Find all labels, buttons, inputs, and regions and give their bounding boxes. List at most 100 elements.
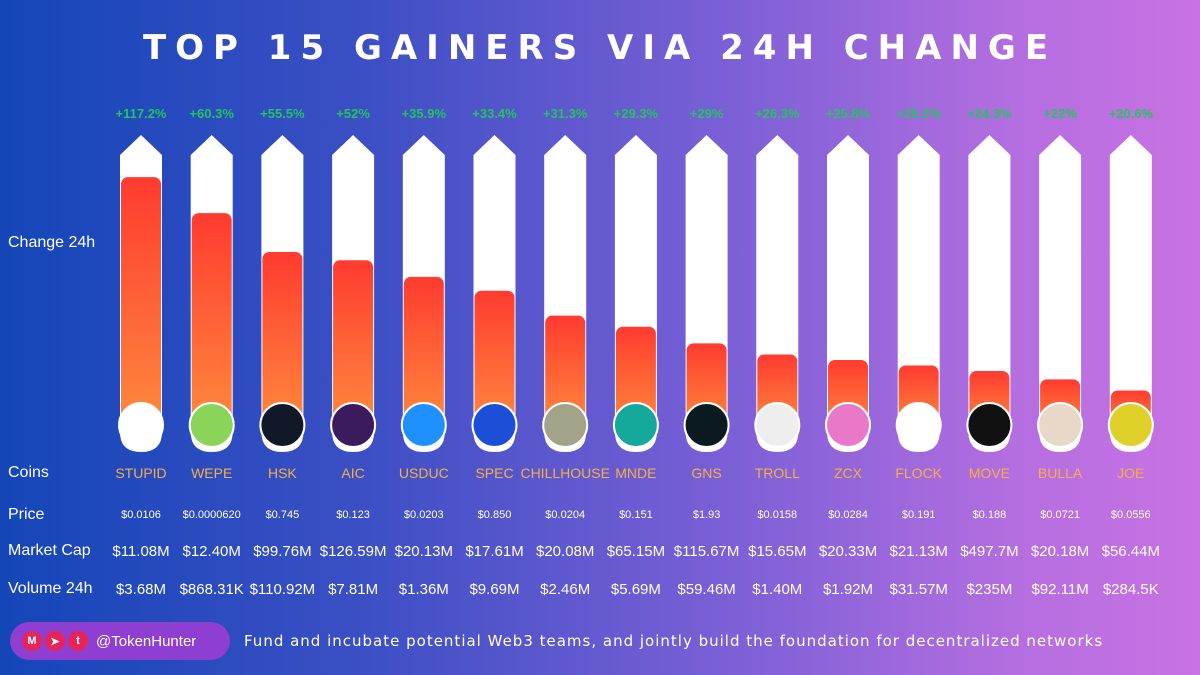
market-cap-value: $56.44M [1101, 543, 1160, 560]
coin-name: JOE [1117, 465, 1145, 481]
coin-name: STUPID [115, 465, 167, 481]
bar-mnde [615, 326, 656, 430]
volume-value: $7.81M [328, 581, 379, 598]
price-value: $0.188 [972, 509, 1007, 521]
coin-name: HSK [267, 465, 297, 481]
coin-name: GNS [691, 465, 722, 481]
mnde-icon [612, 402, 659, 448]
zcx-cloud-icon [825, 402, 871, 448]
price-value: $0.191 [901, 509, 936, 521]
joe-icon [1107, 402, 1154, 448]
move-icon [966, 402, 1013, 448]
change-label: +117.2% [115, 106, 167, 121]
change-label: +31.3% [542, 106, 588, 121]
price-value: $0.0106 [121, 509, 161, 521]
coin-name: BULLA [1037, 465, 1083, 481]
chillhouse-icon [542, 402, 589, 448]
coin-name: WEPE [191, 465, 233, 481]
bulla-face-icon [1037, 402, 1084, 448]
volume-value: $92.11M [1031, 581, 1089, 598]
market-cap-value: $20.08M [536, 543, 595, 560]
bar-wepe [191, 213, 232, 430]
bar-chillhouse [545, 315, 586, 430]
bar-hsk [262, 251, 303, 430]
price-value: $0.0284 [828, 509, 868, 521]
price-value: $0.0000620 [182, 509, 241, 521]
row-label-volume: Volume 24h [8, 580, 93, 597]
bar-stupid [121, 177, 161, 430]
usduc-icon [400, 402, 447, 448]
change-label: +25.2% [896, 106, 941, 121]
row-label-market-cap: Market Cap [8, 542, 91, 559]
market-cap-value: $17.61M [465, 543, 524, 560]
wepe-frog-icon [188, 402, 235, 448]
volume-value: $1.92M [822, 581, 874, 598]
bar-usduc [403, 276, 444, 430]
volume-value: $235M [966, 581, 1013, 598]
coin-name: ZCX [834, 465, 862, 481]
telegram-icon[interactable]: ➤ [45, 631, 65, 651]
bar-aic [333, 260, 374, 430]
social-handle[interactable]: @TokenHunter [96, 632, 197, 650]
price-value: $0.0204 [545, 509, 586, 521]
price-value: $1.93 [692, 509, 721, 521]
change-label: +33.4% [472, 106, 517, 121]
price-value: $0.0158 [757, 509, 798, 521]
price-value: $0.151 [619, 509, 653, 521]
volume-value: $9.69M [469, 581, 520, 598]
market-cap-value: $20.18M [1030, 543, 1090, 560]
market-cap-value: $15.65M [748, 543, 807, 560]
volume-value: $868.31K [179, 581, 244, 598]
change-label: +22% [1043, 106, 1077, 121]
change-label: +24.3% [967, 106, 1012, 121]
change-label: +35.9% [401, 106, 447, 121]
hsk-icon [259, 402, 306, 448]
change-label: +55.5% [260, 106, 305, 121]
flock-icon [895, 402, 942, 448]
price-value: $0.0721 [1040, 509, 1080, 521]
footer-tagline: Fund and incubate potential Web3 teams, … [244, 632, 1104, 650]
volume-value: $2.46M [540, 581, 591, 598]
coin-name: FLOCK [895, 465, 943, 481]
change-label: +29.3% [613, 106, 659, 121]
market-cap-value: $12.40M [182, 543, 241, 560]
row-label-price: Price [8, 506, 45, 523]
market-cap-value: $497.7M [960, 543, 1019, 560]
market-cap-value: $20.13M [394, 543, 453, 560]
market-cap-value: $65.15M [606, 543, 666, 560]
coin-name: MNDE [615, 465, 657, 481]
bar-track [1039, 135, 1082, 452]
aic-icon [330, 402, 377, 448]
coin-name: SPEC [475, 465, 514, 481]
row-label-change: Change 24h [8, 234, 96, 251]
twitter-icon[interactable]: t [68, 631, 88, 651]
price-value: $0.850 [477, 509, 512, 521]
market-cap-value: $20.33M [818, 543, 878, 560]
row-label-coins: Coins [8, 464, 49, 481]
coin-name: CHILLHOUSE [520, 465, 610, 481]
price-value: $0.123 [336, 509, 370, 521]
market-cap-value: $99.76M [253, 543, 312, 560]
volume-value: $31.57M [889, 581, 948, 598]
market-cap-value: $115.67M [673, 543, 740, 560]
coin-name: AIC [341, 465, 365, 481]
price-value: $0.0203 [403, 509, 444, 521]
coin-name: USDUC [398, 465, 449, 481]
troll-face-icon [754, 402, 801, 448]
social-pill[interactable]: M ➤ t @TokenHunter [10, 622, 230, 660]
volume-value: $110.92M [249, 581, 316, 598]
market-cap-value: $11.08M [112, 543, 170, 560]
medium-icon[interactable]: M [22, 631, 42, 651]
price-value: $0.745 [265, 509, 300, 521]
spec-icon [471, 402, 518, 448]
volume-value: $1.36M [398, 581, 449, 598]
market-cap-value: $126.59M [319, 543, 387, 560]
volume-value: $5.69M [610, 581, 661, 598]
price-value: $0.0556 [1110, 509, 1151, 521]
change-label: +52% [336, 106, 370, 121]
change-label: +20.6% [1108, 106, 1154, 121]
volume-value: $3.68M [115, 581, 167, 598]
market-cap-value: $21.13M [889, 543, 948, 560]
gns-icon [683, 402, 730, 448]
